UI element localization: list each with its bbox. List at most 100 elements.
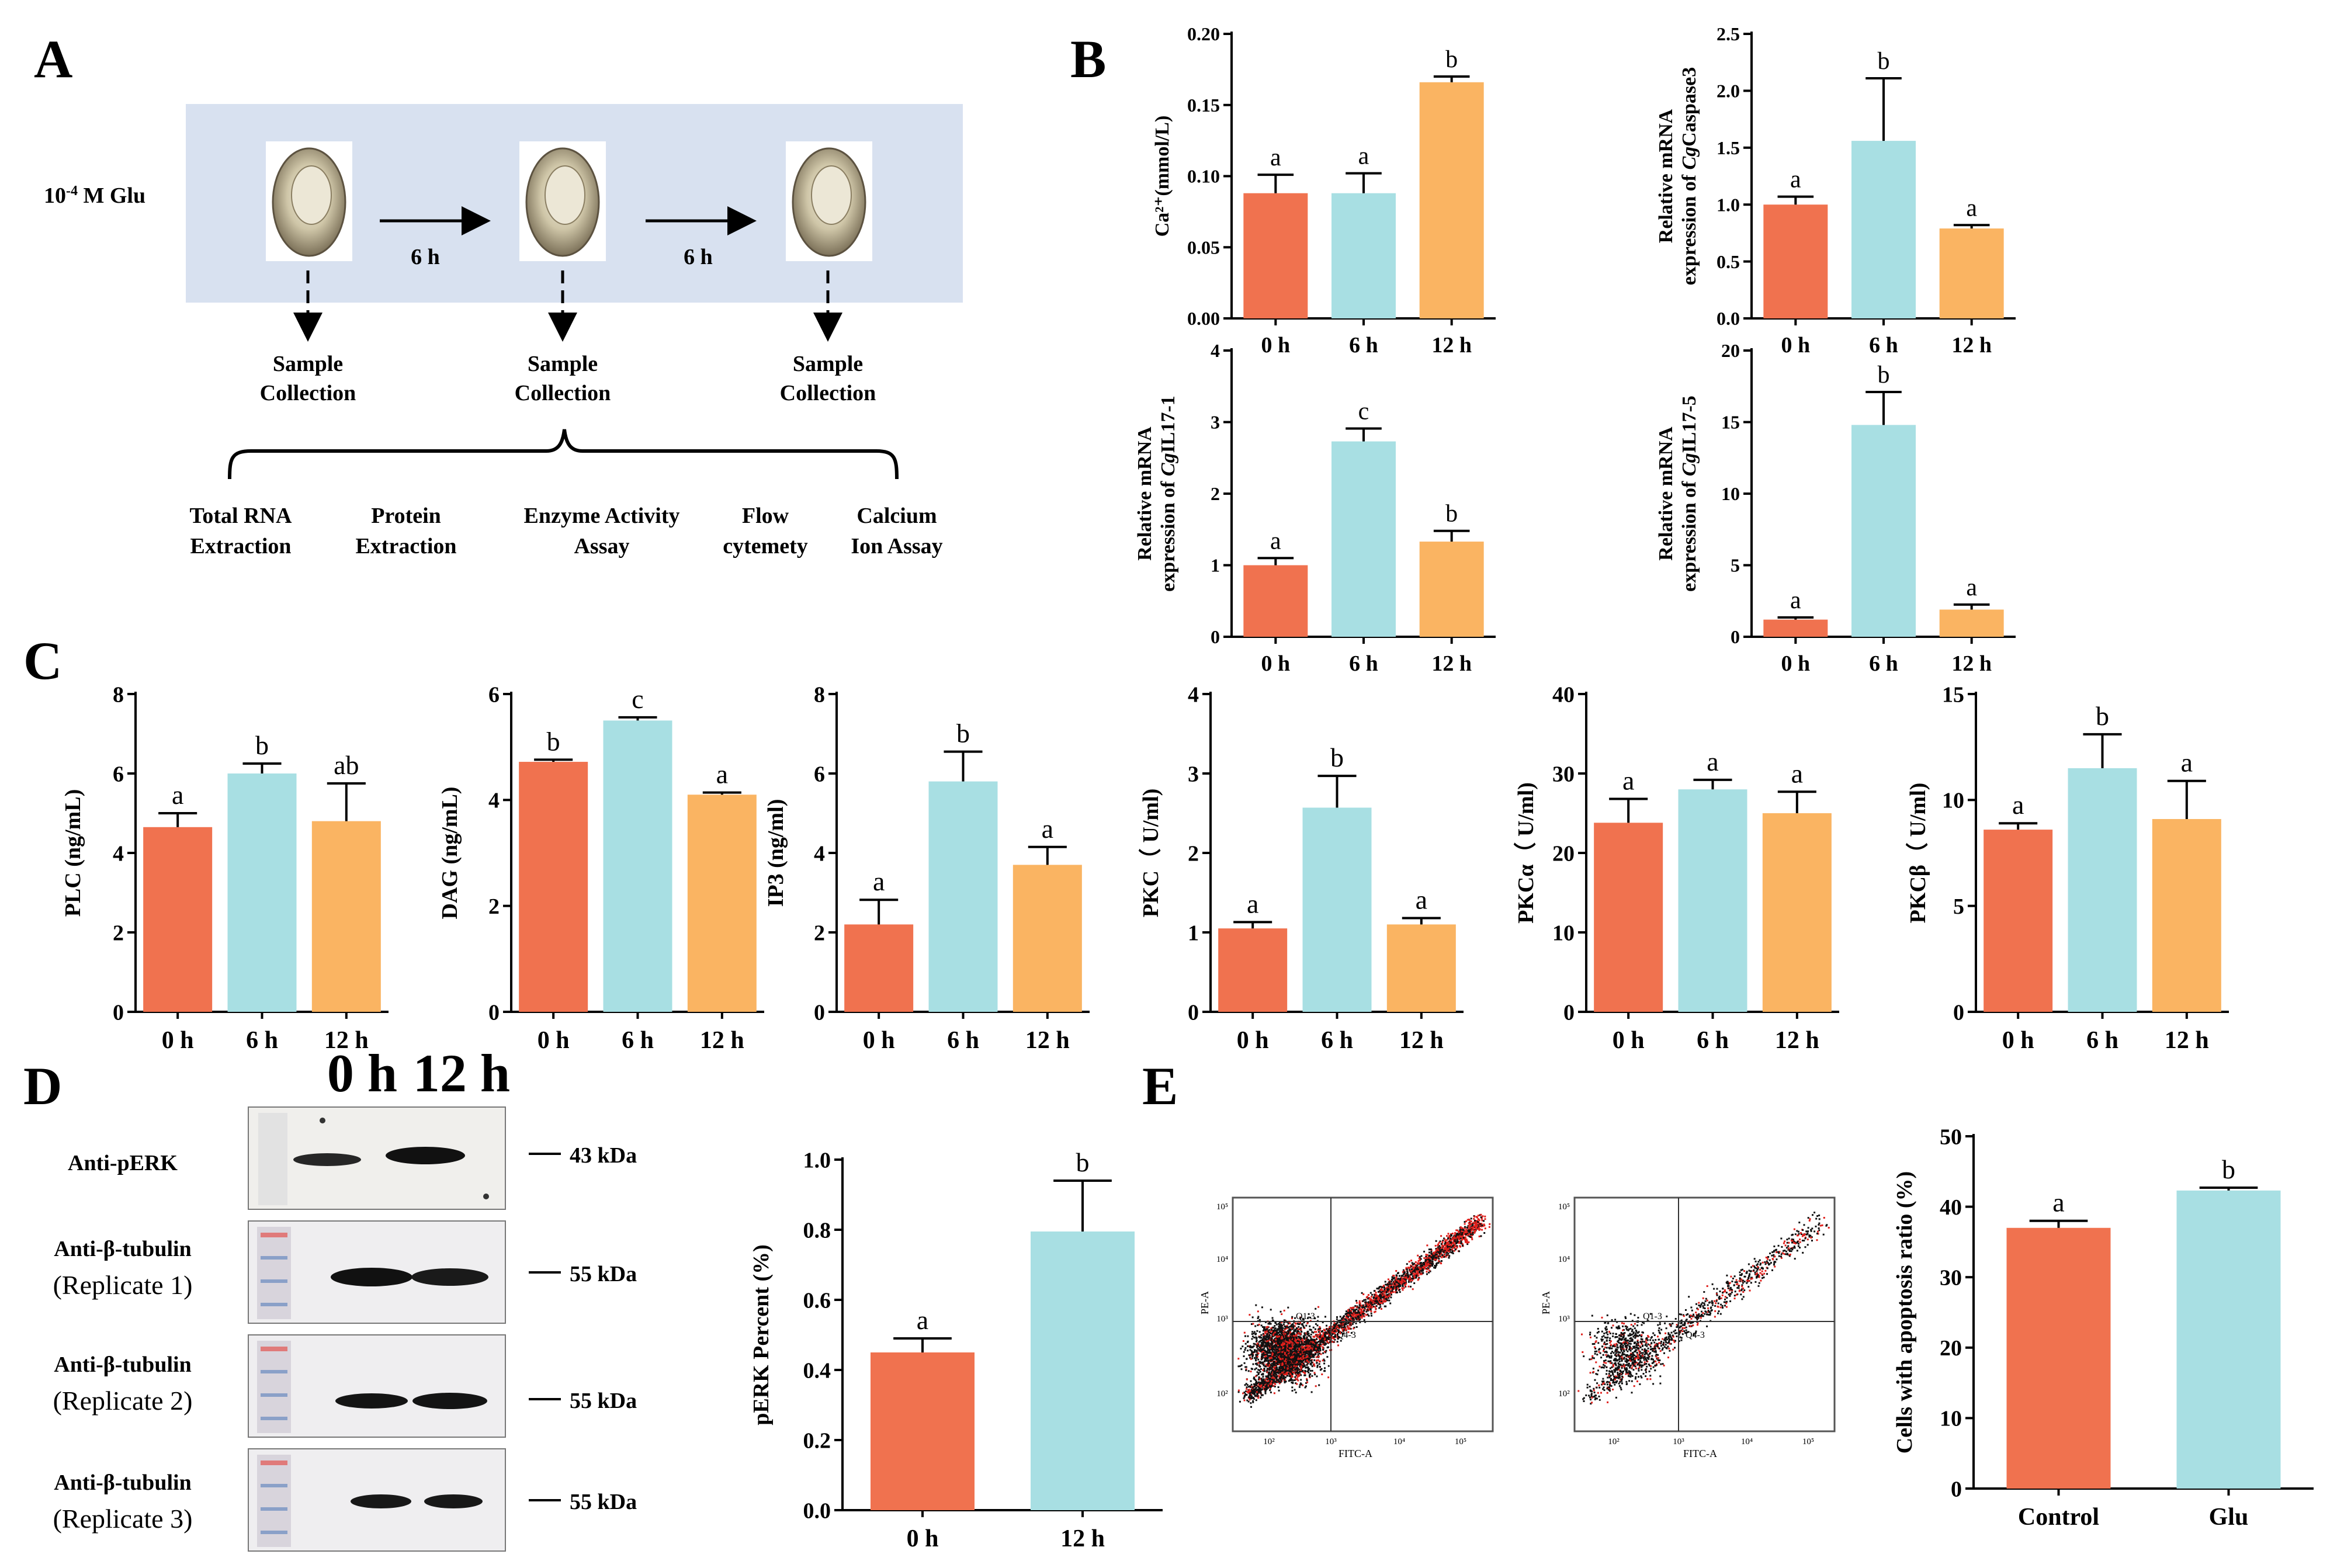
y-tick-label: 15: [1942, 682, 1964, 707]
blot-row-sublabel-3: (Replicate 2): [53, 1386, 193, 1416]
blot-row-label-4: Anti-β-tubulin: [54, 1470, 191, 1495]
y-axis-label: Ca²⁺(mmol/L): [1152, 116, 1173, 237]
assay-brace: [228, 429, 899, 480]
category-label: 12 h: [1431, 333, 1472, 358]
y-tick-label: 1: [1211, 555, 1220, 576]
flow-xtick: 10⁵: [1802, 1437, 1814, 1446]
significance-letter: a: [1791, 758, 1803, 788]
y-axis-label-line2: expression of CgIL17-5: [1679, 396, 1700, 592]
bar-0h: [871, 1352, 975, 1510]
significance-letter: a: [1270, 528, 1281, 554]
y-axis-label: PLC (ng/mL): [61, 789, 85, 917]
y-axis-label-line1: Relative mRNA: [1655, 109, 1677, 243]
category-label: 0 h: [1613, 1027, 1645, 1054]
blot-size-2: 55 kDa: [570, 1262, 637, 1286]
y-axis-label-line1: Relative mRNA: [1134, 426, 1156, 561]
flow-plot-1: Q1-3 Q4-3 FITC-A PE-A 10² 10³ 10⁴ 10⁵ 10…: [1199, 1196, 1494, 1459]
y-axis-label: PKCβ（ U/ml): [1906, 783, 1930, 924]
significance-letter: a: [1247, 889, 1258, 918]
category-label: 6 h: [1321, 1027, 1353, 1054]
bar-0h: [1763, 619, 1828, 637]
y-axis-label-text: Cells with apoptosis ratio (%): [1892, 1171, 1917, 1453]
y-tick-label: 40: [1940, 1195, 1962, 1220]
significance-letter: b: [2096, 701, 2109, 731]
bar-12h: [1419, 542, 1484, 637]
blot-size-1: 43 kDa: [570, 1143, 637, 1168]
y-tick-label: 0.2: [803, 1428, 831, 1453]
y-axis-label: Cells with apoptosis ratio (%): [1892, 1171, 1917, 1453]
category-label: 6 h: [246, 1027, 278, 1054]
chart-ip3: 0 2 4 6 8 a 0 h b 6 h a 12 h IP3 (ng/ml): [764, 682, 1090, 1054]
category-label: 0 h: [1781, 333, 1811, 358]
blot-row-sublabel-4: (Replicate 3): [53, 1504, 193, 1534]
bar-6h: [1678, 789, 1747, 1012]
category-label: 0 h: [1237, 1027, 1269, 1054]
bar-6h: [1331, 193, 1396, 318]
flow-q1-label: Q1-3: [1643, 1312, 1662, 1321]
y-axis-label-text: PLC (ng/mL): [61, 789, 85, 917]
category-label: 0 h: [863, 1027, 895, 1054]
y-tick-label: 15: [1721, 412, 1740, 433]
y-tick-label: 20: [1721, 340, 1740, 361]
y-axis-label-line2: expression of CgIL17-1: [1157, 396, 1179, 592]
category-label: Control: [2018, 1504, 2099, 1531]
y-tick-label: 10: [1721, 483, 1740, 504]
significance-letter: b: [1076, 1147, 1090, 1177]
y-tick-label: 4: [1211, 340, 1220, 361]
y-tick-label: 6: [488, 682, 500, 707]
bar-0h: [1243, 193, 1308, 318]
y-tick-label: 0.00: [1187, 308, 1220, 329]
chart-pkc-beta: 0 5 10 15 a 0 h b 6 h a 12 h PKCβ（ U/ml): [1906, 682, 2229, 1054]
blot-band: [424, 1494, 483, 1508]
category-label: 12 h: [1399, 1027, 1444, 1054]
blot-band: [412, 1393, 487, 1409]
bar-6h: [2068, 768, 2137, 1012]
interval-label-2: 6 h: [684, 245, 713, 269]
y-tick-label: 3: [1211, 412, 1220, 433]
category-label: 6 h: [1349, 333, 1378, 358]
chart-il17-1: 0 1 2 3 4 a 0 h c 6 h b 12 h Relative mRNA expressio…: [1134, 340, 1496, 676]
bar-6h: [1851, 425, 1916, 637]
bar-0h: [1218, 928, 1288, 1012]
bar-12h: [687, 795, 757, 1012]
chart-caspase3: 0.0 0.5 1.0 1.5 2.0 2.5 a 0 h b 6 h a 12 h Relative …: [1655, 23, 2016, 358]
flow-ytick: 10³: [1558, 1314, 1570, 1324]
y-axis-label-text: DAG (ng/mL): [438, 787, 462, 920]
bar-6h: [928, 781, 998, 1012]
y-tick-label: 0.0: [1717, 308, 1740, 329]
panel-label-b: B: [1070, 29, 1106, 89]
significance-letter: b: [1878, 48, 1890, 75]
y-tick-label: 0.15: [1187, 95, 1220, 116]
flow-xtick: 10⁴: [1741, 1437, 1753, 1446]
significance-letter: b: [1445, 501, 1458, 528]
category-label: 12 h: [1951, 651, 1992, 676]
bar-6h: [1302, 807, 1372, 1012]
y-tick-label: 2: [1188, 841, 1199, 866]
y-tick-label: 0: [113, 1000, 124, 1025]
chart-plc: 0 2 4 6 8 a 0 h b 6 h ab 12 h PLC (ng/mL): [61, 682, 389, 1054]
bar-12h: [1012, 865, 1082, 1012]
collection-label-3: Sample Collection: [780, 352, 876, 405]
bar-0h: [844, 924, 914, 1012]
y-tick-label: 4: [488, 789, 500, 813]
flow-ylabel: PE-A: [1540, 1291, 1552, 1314]
y-tick-label: 40: [1552, 682, 1575, 707]
assay-label-1: Total RNA Extraction: [190, 504, 292, 558]
y-tick-label: 10: [1552, 921, 1575, 945]
bar-12h: [2152, 818, 2221, 1012]
y-axis-label: PKC（ U/ml): [1139, 789, 1163, 918]
treatment-label: 10-4 M Glu: [44, 183, 145, 208]
assay-label-5: Calcium Ion Assay: [851, 504, 942, 558]
category-label: 6 h: [622, 1027, 654, 1054]
y-tick-label: 2: [1211, 483, 1220, 504]
significance-letter: a: [2181, 748, 2193, 778]
interval-label-1: 6 h: [411, 245, 440, 269]
bar-12h: [1939, 228, 2004, 318]
y-tick-label: 20: [1552, 841, 1575, 866]
bar-12h: [1939, 609, 2004, 637]
y-tick-label: 0.20: [1187, 23, 1220, 44]
bar-6h: [1331, 441, 1396, 637]
bar-glu: [2176, 1190, 2281, 1489]
bar-control: [2006, 1227, 2111, 1489]
y-tick-label: 0: [1951, 1477, 1962, 1501]
